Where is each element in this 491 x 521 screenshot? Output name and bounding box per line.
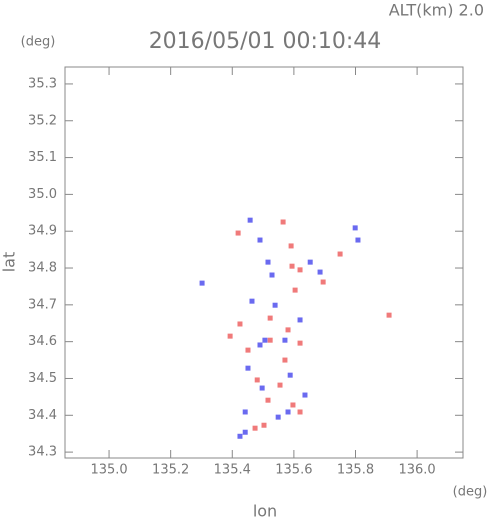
x-tick-label: 136.0	[398, 463, 435, 478]
point	[280, 219, 286, 225]
point	[235, 230, 241, 236]
point	[199, 280, 205, 286]
altitude-label: ALT(km) 2.0	[389, 1, 484, 20]
x-tick-label: 135.6	[275, 463, 312, 478]
point	[245, 347, 251, 353]
point	[307, 259, 313, 265]
point	[277, 382, 283, 388]
x-axis-label: lon	[253, 502, 277, 521]
y-tick-label: 34.5	[28, 371, 57, 386]
point	[267, 315, 273, 321]
point	[282, 337, 288, 343]
point	[285, 327, 291, 333]
y-tick-label: 34.6	[28, 334, 57, 349]
point	[297, 317, 303, 323]
y-tick-label: 35.0	[28, 187, 57, 202]
y-tick-label: 34.9	[28, 224, 57, 239]
point	[257, 237, 263, 243]
point	[337, 251, 343, 257]
x-tick-label: 135.4	[214, 463, 251, 478]
point	[254, 377, 260, 383]
x-tick-label: 135.8	[337, 463, 374, 478]
point	[261, 422, 267, 428]
point	[237, 433, 243, 439]
y-axis-label: lat	[0, 252, 19, 273]
point	[257, 342, 263, 348]
y-tick-label: 35.3	[28, 76, 57, 91]
point	[285, 409, 291, 415]
x-tick-label: 135.2	[152, 463, 189, 478]
point	[292, 287, 298, 293]
point	[227, 333, 233, 339]
y-unit: (deg)	[21, 35, 56, 50]
point	[265, 397, 271, 403]
point	[272, 302, 278, 308]
point	[245, 365, 251, 371]
point	[269, 272, 275, 278]
point	[252, 425, 258, 431]
point	[355, 237, 361, 243]
point	[320, 279, 326, 285]
y-tick-label: 35.1	[28, 150, 57, 165]
point	[249, 298, 255, 304]
point	[317, 269, 323, 275]
point	[297, 340, 303, 346]
point	[282, 357, 288, 363]
point	[265, 259, 271, 265]
y-tick-label: 34.7	[28, 297, 57, 312]
plot-frame	[64, 66, 464, 459]
point	[247, 217, 253, 223]
point	[267, 337, 273, 343]
point	[242, 409, 248, 415]
y-tick-label: 35.2	[28, 113, 57, 128]
point	[290, 402, 296, 408]
point	[352, 225, 358, 231]
y-tick-label: 34.8	[28, 261, 57, 276]
point	[287, 372, 293, 378]
point	[289, 263, 295, 269]
point	[302, 392, 308, 398]
chart-title: 2016/05/01 00:10:44	[149, 29, 382, 54]
point	[262, 337, 268, 343]
y-tick-label: 34.4	[28, 408, 57, 423]
point	[259, 385, 265, 391]
y-tick-label: 34.3	[28, 445, 57, 460]
point	[242, 429, 248, 435]
point	[288, 243, 294, 249]
point	[275, 414, 281, 420]
point	[386, 312, 392, 318]
x-tick-label: 135.0	[90, 463, 127, 478]
point	[297, 267, 303, 273]
x-unit: (deg)	[453, 485, 488, 500]
point	[297, 409, 303, 415]
point	[237, 321, 243, 327]
